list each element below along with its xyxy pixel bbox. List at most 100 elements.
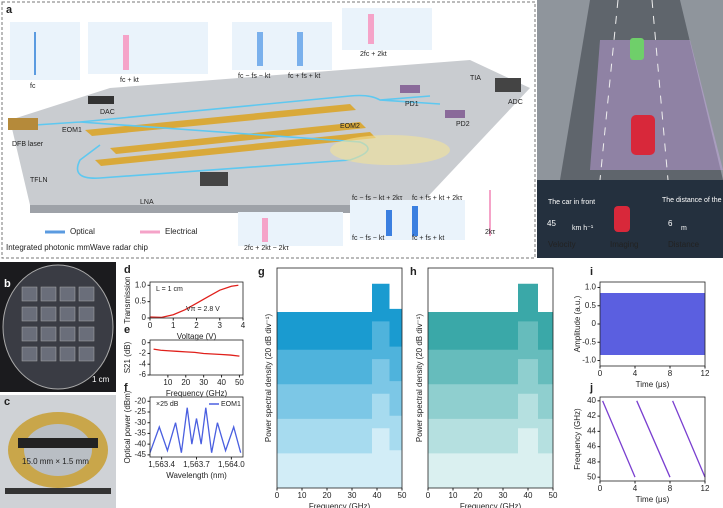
- y-tick-label: -0.5: [582, 337, 596, 346]
- x-tick-label: 10: [449, 491, 458, 500]
- y-tick-label: -1.0: [582, 356, 596, 365]
- chip-label: PD2: [456, 121, 470, 128]
- y-tick-label: -25: [134, 407, 146, 416]
- panel-letter: a: [6, 4, 13, 16]
- y-tick-label: -20: [134, 396, 146, 405]
- die: [59, 326, 76, 342]
- chip-label: fc + fs + kt: [288, 73, 320, 80]
- panel-letter: g: [258, 266, 265, 278]
- x-axis-label: Time (μs): [636, 495, 670, 504]
- area: [428, 428, 553, 488]
- x-tick-label: 40: [373, 491, 382, 500]
- line: [149, 407, 242, 453]
- x-tick-label: 8: [668, 484, 673, 493]
- panel-letter: h: [410, 266, 417, 278]
- line: [602, 400, 706, 478]
- coin-center: [24, 424, 92, 476]
- line: [149, 284, 239, 318]
- lane-mark: [651, 0, 669, 181]
- beam: [330, 135, 450, 165]
- y-axis-label: Optical power (dBm): [123, 390, 132, 463]
- y-tick-label: -2: [139, 349, 147, 358]
- band: [600, 292, 705, 356]
- chip-label: fc − fs − kt: [238, 73, 270, 80]
- y-tick-label: 50: [587, 472, 596, 481]
- wafer: [2, 264, 114, 390]
- die: [21, 326, 38, 342]
- x-tick-label: 2: [194, 321, 199, 330]
- car-icon: [614, 206, 630, 232]
- chip-label: fc + fs + kt + 2kτ: [412, 195, 463, 202]
- car: [630, 38, 644, 60]
- x-tick-label: 10: [298, 491, 307, 500]
- chip-label: fc − fs − kt + 2kτ: [352, 195, 403, 202]
- adc-chip: [495, 78, 521, 92]
- radar-beam: [590, 40, 723, 170]
- x-tick-label: 20: [474, 491, 483, 500]
- panel-letter: b: [4, 278, 11, 290]
- x-tick-label: 0: [598, 369, 603, 378]
- lane-mark: [599, 0, 619, 181]
- y-axis-label: Amplitude (a.u.): [573, 295, 582, 352]
- spectral-line: [368, 14, 374, 44]
- y-tick-label: 42: [587, 411, 596, 420]
- chip-label: fc + kt: [120, 77, 139, 84]
- inset: [350, 200, 465, 240]
- die: [59, 346, 76, 362]
- electrode: [110, 122, 366, 154]
- spectral-line: [297, 32, 303, 66]
- die: [40, 286, 57, 302]
- chip-label: TFLN: [30, 177, 48, 184]
- x-tick-label: 0: [275, 491, 280, 500]
- x-axis-label: Frequency (GHz): [309, 502, 371, 508]
- x-tick-label: 0: [598, 484, 603, 493]
- road: [560, 0, 723, 180]
- die: [78, 306, 95, 322]
- chip-label: 2fc + 2kt: [360, 51, 387, 58]
- y-tick-label: -40: [134, 439, 146, 448]
- chip-label: fc: [30, 83, 36, 90]
- x-axis-label: Frequency (GHz): [460, 502, 522, 508]
- y-axis-label: Frequency (GHz): [573, 408, 582, 470]
- x-tick-label: 40: [217, 378, 226, 387]
- y-tick-label: 46: [587, 442, 596, 451]
- panel-letter: j: [589, 382, 593, 394]
- y-tick-label: -6: [139, 370, 147, 379]
- inset: [232, 22, 332, 70]
- y-axis-label: S21 (dB): [123, 341, 132, 373]
- die: [21, 286, 38, 302]
- plot-frame: [599, 396, 706, 482]
- road-caption: Distance: [668, 240, 700, 249]
- x-tick-label: 0: [426, 491, 431, 500]
- x-tick-label: 4: [633, 369, 638, 378]
- y-tick-label: 0: [592, 319, 597, 328]
- chip-label: fc + fs + kt: [412, 235, 444, 242]
- electrode: [95, 132, 376, 166]
- die: [59, 286, 76, 302]
- x-tick-label: 1: [171, 321, 176, 330]
- x-tick-label: 3: [218, 321, 223, 330]
- panel-letter: d: [124, 264, 131, 276]
- die: [21, 306, 38, 322]
- x-tick-label: 10: [163, 378, 172, 387]
- insets: [10, 8, 465, 246]
- x-tick-label: 1,564.0: [218, 460, 245, 469]
- panel-letter: f: [124, 382, 128, 394]
- die: [40, 346, 57, 362]
- y-tick-label: 0.5: [585, 301, 597, 310]
- x-tick-label: 40: [524, 491, 533, 500]
- electrode: [85, 104, 356, 136]
- y-axis-label: Transmission: [123, 276, 132, 323]
- x-tick-label: 30: [499, 491, 508, 500]
- dac-chip: [88, 96, 114, 104]
- inset: [238, 212, 343, 246]
- x-tick-label: 12: [701, 484, 710, 493]
- line: [153, 348, 240, 357]
- inset: [88, 22, 208, 74]
- spectral-line: [257, 32, 263, 66]
- die: [21, 346, 38, 362]
- x-tick-label: 50: [398, 491, 407, 500]
- road-label: The car in front: [548, 199, 595, 206]
- chip-label: DAC: [100, 109, 115, 116]
